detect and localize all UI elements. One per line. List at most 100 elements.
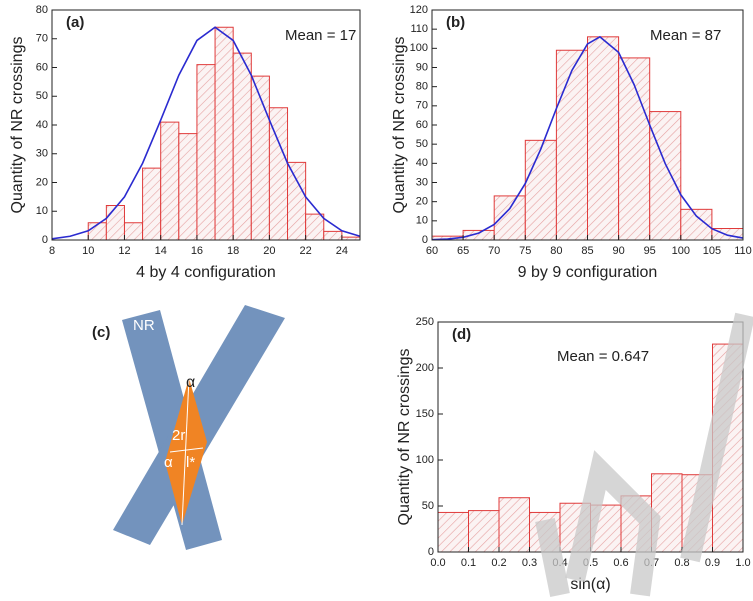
y-tick-label: 20 (36, 176, 48, 188)
y-tick-label: 20 (416, 196, 428, 208)
bar (250, 75, 270, 241)
bar (214, 26, 234, 241)
x-tick-label: 8 (49, 245, 55, 257)
y-axis-label: Quantity of NR crossings (391, 37, 408, 214)
watermark-stroke (680, 312, 753, 563)
x-axis-label: 4 by 4 configuration (136, 264, 276, 281)
y-tick-label: 90 (416, 61, 428, 73)
bar (123, 222, 144, 241)
bar (178, 133, 198, 241)
watermark-stroke (565, 450, 661, 597)
x-tick-label: 0.8 (674, 557, 689, 569)
y-tick-label: 80 (416, 81, 428, 93)
panel-label: (a) (66, 14, 84, 31)
bar (468, 510, 500, 553)
x-tick-label: 0.2 (491, 557, 506, 569)
y-tick-label: 0 (42, 234, 48, 246)
y-axis-label: Quantity of NR crossings (396, 349, 413, 526)
bar (160, 121, 180, 241)
bar (196, 64, 216, 241)
x-tick-label: 60 (426, 245, 438, 257)
x-tick-label: 105 (703, 245, 721, 257)
bar (437, 511, 469, 553)
panel-label: (d) (452, 326, 471, 343)
y-tick-label: 30 (36, 148, 48, 160)
x-tick-label: 100 (672, 245, 690, 257)
x-axis-label: 9 by 9 configuration (518, 264, 658, 281)
y-tick-label: 30 (416, 176, 428, 188)
bar (462, 229, 495, 241)
mean-annotation: Mean = 87 (650, 27, 721, 44)
x-tick-label: 0.1 (461, 557, 476, 569)
y-tick-label: 100 (416, 454, 434, 466)
x-tick-label: 0.9 (705, 557, 720, 569)
x-tick-label: 75 (519, 245, 531, 257)
bar (524, 139, 557, 241)
x-tick-label: 80 (550, 245, 562, 257)
plots: 8 10 12 14 16 18 20 22 24 0 10 20 30 40 50 60 70 80 4 by 4… (9, 4, 752, 593)
y-tick-label: 50 (36, 90, 48, 102)
fit-curve (51, 26, 361, 240)
length-label: l* (186, 454, 195, 471)
x-tick-label: 1.0 (735, 557, 750, 569)
y-tick-label: 60 (416, 119, 428, 131)
y-tick-label: 80 (36, 4, 48, 16)
x-tick-label: 24 (336, 245, 348, 257)
x-tick-label: 110 (734, 245, 752, 257)
x-tick-label: 16 (191, 245, 203, 257)
y-tick-label: 40 (416, 157, 428, 169)
bar (323, 230, 343, 241)
crossing-diagram: (c) NR α 2r α l* (92, 305, 285, 550)
bar (498, 497, 530, 553)
y-tick-label: 250 (416, 316, 434, 328)
width-label: 2r (172, 427, 185, 444)
width-line (169, 447, 204, 453)
y-tick-label: 10 (36, 205, 48, 217)
mean-annotation: Mean = 0.647 (557, 348, 649, 365)
x-tick-label: 20 (263, 245, 275, 257)
panel-label: (c) (92, 324, 110, 341)
y-tick-label: 50 (416, 138, 428, 150)
bar (493, 195, 526, 241)
x-tick-label: 22 (300, 245, 312, 257)
x-tick-label: 12 (118, 245, 130, 257)
bar (105, 205, 125, 241)
y-tick-label: 100 (410, 42, 428, 54)
mean-annotation: Mean = 17 (285, 27, 356, 44)
y-tick-label: 120 (410, 4, 428, 16)
y-tick-label: 0 (422, 234, 428, 246)
angle-label: α (186, 374, 195, 391)
y-tick-label: 10 (416, 215, 428, 227)
x-tick-label: 0.3 (522, 557, 537, 569)
bar (680, 208, 713, 241)
bar (142, 167, 162, 241)
x-tick-label: 10 (82, 245, 94, 257)
bar (587, 36, 620, 241)
y-tick-label: 150 (416, 408, 434, 420)
panel-label: (b) (446, 14, 465, 31)
x-tick-label: 0.6 (613, 557, 628, 569)
y-tick-label: 200 (416, 362, 434, 374)
bar (305, 213, 325, 241)
fit-curve (431, 35, 744, 241)
y-tick-label: 70 (36, 33, 48, 45)
bar (555, 49, 589, 241)
x-tick-label: 95 (644, 245, 656, 257)
y-tick-label: 40 (36, 119, 48, 131)
bar (618, 57, 651, 241)
bar (649, 111, 682, 241)
x-tick-label: 14 (155, 245, 167, 257)
y-tick-label: 0 (428, 546, 434, 558)
y-tick-label: 60 (36, 61, 48, 73)
x-tick-label: 90 (612, 245, 624, 257)
y-axis-label: Quantity of NR crossings (9, 37, 26, 214)
angle-label: α (164, 454, 173, 471)
bar-label: NR (133, 317, 155, 334)
x-tick-label: 65 (457, 245, 469, 257)
x-tick-label: 0.0 (430, 557, 445, 569)
y-tick-label: 110 (410, 23, 428, 35)
bar (232, 52, 252, 241)
x-tick-label: 18 (227, 245, 239, 257)
x-tick-label: 85 (581, 245, 593, 257)
